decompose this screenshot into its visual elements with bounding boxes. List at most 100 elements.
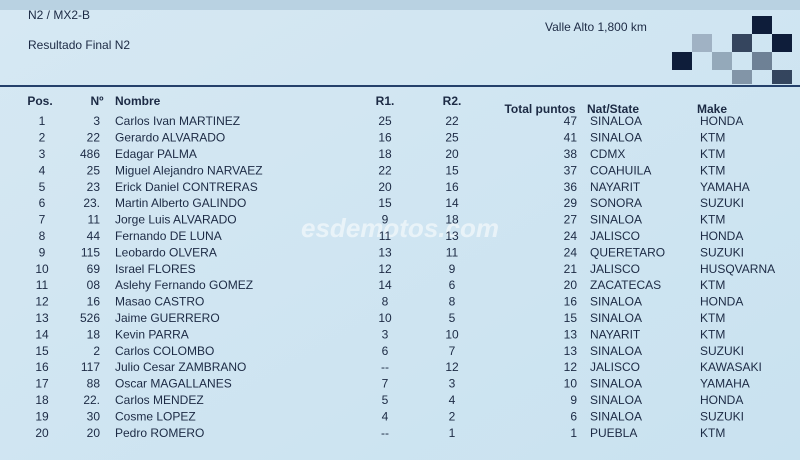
number-cell: 3 xyxy=(93,114,100,128)
make-cell: YAMAHA xyxy=(700,180,750,194)
position-cell: 1 xyxy=(39,114,46,128)
race-2-cell: 10 xyxy=(445,327,459,341)
position-cell: 15 xyxy=(35,344,49,358)
race-1-cell: 4 xyxy=(382,409,389,423)
race-1-cell: 15 xyxy=(378,196,392,210)
race-1-cell: 5 xyxy=(382,393,389,407)
race-1-cell: 25 xyxy=(378,114,392,128)
position-cell: 2 xyxy=(39,131,46,145)
race-2-cell: 3 xyxy=(449,377,456,391)
state-cell: COAHUILA xyxy=(590,163,651,177)
total-cell: 16 xyxy=(564,295,578,309)
name-cell: Israel FLORES xyxy=(115,262,196,276)
race-1-cell: 12 xyxy=(378,262,392,276)
total-cell: 6 xyxy=(570,409,577,423)
number-cell: 30 xyxy=(87,409,101,423)
race-2-cell: 7 xyxy=(449,344,456,358)
name-cell: Julio Cesar ZAMBRANO xyxy=(115,360,246,374)
number-cell: 08 xyxy=(87,278,101,292)
total-cell: 47 xyxy=(564,114,578,128)
race-2-cell: 22 xyxy=(445,114,459,128)
number-cell: 69 xyxy=(87,262,101,276)
race-2-cell: 16 xyxy=(445,180,459,194)
state-cell: SINALOA xyxy=(590,131,642,145)
position-cell: 6 xyxy=(39,196,46,210)
position-cell: 10 xyxy=(35,262,49,276)
venue: Valle Alto 1,800 km xyxy=(545,20,647,34)
make-cell: YAMAHA xyxy=(700,377,750,391)
state-cell: SINALOA xyxy=(590,344,642,358)
race-1-cell: 14 xyxy=(378,278,392,292)
race-1-cell: 3 xyxy=(382,327,389,341)
name-cell: Jaime GUERRERO xyxy=(115,311,220,325)
race-1-cell: 13 xyxy=(378,245,392,259)
state-cell: JALISCO xyxy=(590,262,640,276)
total-cell: 1 xyxy=(570,426,577,440)
name-cell: Miguel Alejandro NARVAEZ xyxy=(115,163,263,177)
name-cell: Masao CASTRO xyxy=(115,295,204,309)
number-cell: 88 xyxy=(87,377,101,391)
race-1-cell: 11 xyxy=(379,229,392,243)
number-cell: 526 xyxy=(80,311,100,325)
state-cell: SONORA xyxy=(590,196,642,210)
top-edge xyxy=(0,0,800,10)
make-cell: HONDA xyxy=(700,295,743,309)
make-cell: KTM xyxy=(700,131,725,145)
position-cell: 14 xyxy=(35,327,49,341)
race-1-cell: 9 xyxy=(382,213,389,227)
race-2-cell: 14 xyxy=(445,196,459,210)
state-cell: SINALOA xyxy=(590,393,642,407)
checkered-flag xyxy=(672,16,792,84)
name-cell: Gerardo ALVARADO xyxy=(115,131,225,145)
position-cell: 13 xyxy=(35,311,49,325)
make-cell: SUZUKI xyxy=(700,245,744,259)
state-cell: SINALOA xyxy=(590,311,642,325)
column-header: Nº xyxy=(90,94,104,108)
watermark: esdemotos.com xyxy=(301,213,499,243)
state-cell: SINALOA xyxy=(590,409,642,423)
state-cell: SINALOA xyxy=(590,213,642,227)
make-cell: KTM xyxy=(700,213,725,227)
position-cell: 16 xyxy=(35,360,49,374)
position-cell: 12 xyxy=(35,295,49,309)
race-2-cell: 8 xyxy=(449,295,456,309)
name-cell: Leobardo OLVERA xyxy=(115,245,217,259)
total-cell: 37 xyxy=(564,163,578,177)
state-cell: QUERETARO xyxy=(590,245,665,259)
title: Resultado Final N2 xyxy=(28,38,130,52)
state-cell: CDMX xyxy=(590,147,625,161)
total-cell: 9 xyxy=(570,393,577,407)
make-cell: KTM xyxy=(700,426,725,440)
race-2-cell: 6 xyxy=(449,278,456,292)
make-cell: SUZUKI xyxy=(700,409,744,423)
number-cell: 16 xyxy=(87,295,101,309)
number-cell: 44 xyxy=(87,229,101,243)
column-header: Nat/State xyxy=(587,102,639,116)
number-cell: 20 xyxy=(87,426,101,440)
total-cell: 27 xyxy=(564,213,578,227)
make-cell: SUZUKI xyxy=(700,344,744,358)
race-2-cell: 15 xyxy=(445,163,459,177)
make-cell: SUZUKI xyxy=(700,196,744,210)
position-cell: 3 xyxy=(39,147,46,161)
total-cell: 15 xyxy=(564,311,578,325)
total-cell: 12 xyxy=(564,360,578,374)
make-cell: KTM xyxy=(700,147,725,161)
race-2-cell: 13 xyxy=(445,229,459,243)
race-1-cell: 18 xyxy=(378,147,392,161)
name-cell: Pedro ROMERO xyxy=(115,426,204,440)
total-cell: 13 xyxy=(564,344,578,358)
name-cell: Carlos Ivan MARTINEZ xyxy=(115,114,240,128)
category: N2 / MX2-B xyxy=(28,8,90,22)
race-2-cell: 11 xyxy=(446,245,459,259)
number-cell: 18 xyxy=(87,327,101,341)
race-2-cell: 20 xyxy=(445,147,459,161)
total-cell: 10 xyxy=(564,377,578,391)
state-cell: JALISCO xyxy=(590,229,640,243)
race-2-cell: 4 xyxy=(449,393,456,407)
position-cell: 17 xyxy=(35,377,49,391)
state-cell: JALISCO xyxy=(590,360,640,374)
column-header: Total puntos xyxy=(504,102,575,116)
